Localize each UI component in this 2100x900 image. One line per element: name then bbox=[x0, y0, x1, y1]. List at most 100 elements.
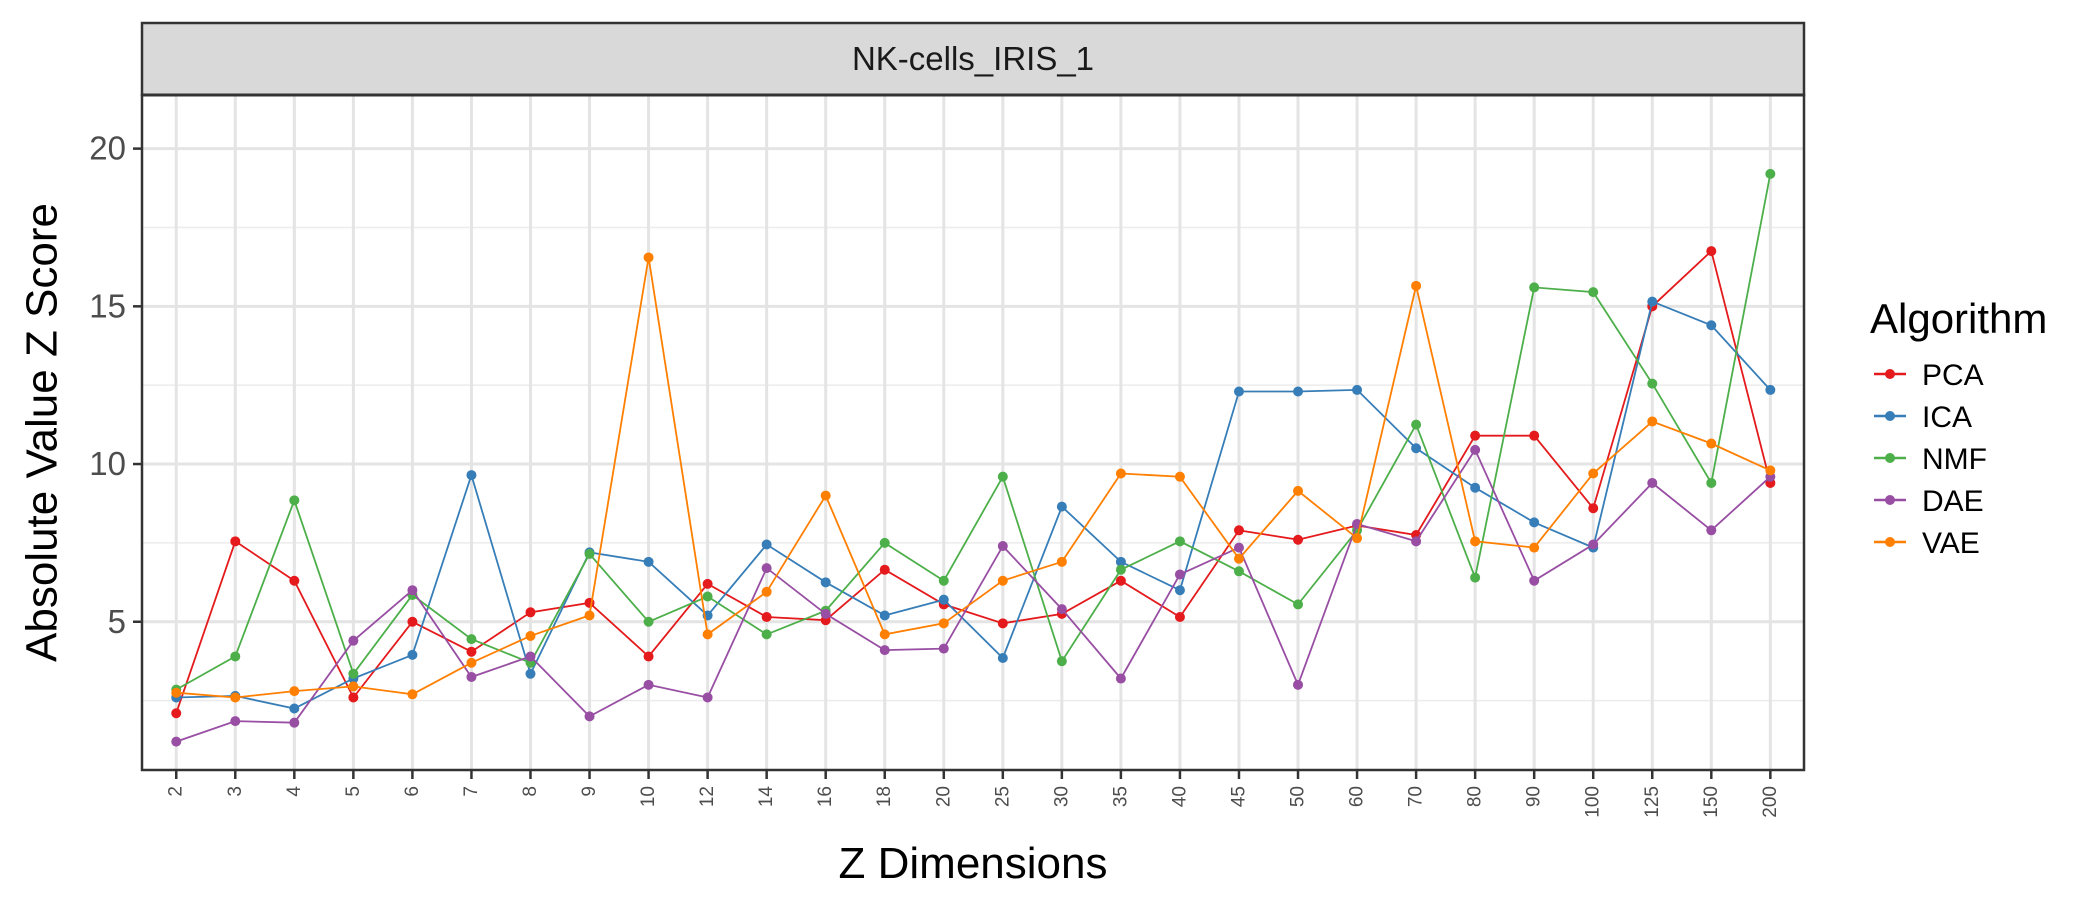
series-line-dae bbox=[175, 447, 1771, 743]
data-point-nmf bbox=[1174, 536, 1185, 547]
data-point-dae bbox=[938, 643, 949, 654]
data-point-ica bbox=[820, 577, 831, 588]
data-point-pca bbox=[466, 646, 477, 657]
data-point-vae bbox=[1470, 536, 1481, 547]
data-point-dae bbox=[289, 717, 300, 728]
data-point-ica bbox=[1529, 517, 1540, 528]
data-point-dae bbox=[230, 716, 241, 727]
data-point-ica bbox=[879, 610, 890, 621]
data-point-ica bbox=[1056, 501, 1067, 512]
x-tick-label: 20 bbox=[933, 786, 954, 807]
data-point-ica bbox=[1411, 443, 1422, 454]
legend-item-dae: DAE bbox=[1874, 485, 1984, 518]
x-tick-label: 25 bbox=[992, 786, 1013, 807]
x-tick-label: 4 bbox=[284, 786, 305, 797]
data-point-ica bbox=[1115, 556, 1126, 567]
legend-item-pca: PCA bbox=[1874, 359, 1984, 392]
y-tick-label: 5 bbox=[108, 603, 126, 640]
x-tick-label: 7 bbox=[461, 786, 482, 797]
data-point-ica bbox=[643, 556, 654, 567]
y-axis-ticks: 5 10 15 20 bbox=[89, 130, 142, 640]
data-point-vae bbox=[1115, 468, 1126, 479]
data-point-ica bbox=[1293, 386, 1304, 397]
data-point-dae bbox=[702, 692, 713, 703]
data-point-ica bbox=[1352, 384, 1363, 395]
x-axis-ticks: 2 3 4 5 6 7 8 9 10 12 14 16 18 20 25 30 35 40 45 50 60 70 80 90… bbox=[166, 770, 1781, 818]
data-point-vae bbox=[348, 681, 359, 692]
x-tick-label: 16 bbox=[815, 786, 836, 807]
data-point-pca bbox=[879, 564, 890, 575]
x-tick-label: 125 bbox=[1642, 786, 1663, 818]
x-tick-label: 150 bbox=[1701, 786, 1722, 818]
x-tick-label: 35 bbox=[1110, 786, 1131, 807]
data-point-nmf bbox=[1706, 477, 1717, 488]
legend-key-point bbox=[1885, 369, 1895, 379]
legend-label: PCA bbox=[1922, 359, 1984, 392]
legend-key-point bbox=[1885, 453, 1895, 463]
data-point-pca bbox=[761, 612, 772, 623]
data-point-pca bbox=[230, 536, 241, 547]
data-point-vae bbox=[879, 629, 890, 640]
x-tick-label: 200 bbox=[1760, 786, 1781, 818]
data-point-pca bbox=[1588, 503, 1599, 514]
data-point-nmf bbox=[938, 575, 949, 586]
data-point-nmf bbox=[1647, 378, 1658, 389]
data-point-dae bbox=[761, 563, 772, 574]
legend: Algorithm PCA ICA NMF DAE VAE bbox=[1870, 295, 2047, 560]
x-tick-label: 50 bbox=[1288, 786, 1309, 807]
data-point-dae bbox=[466, 671, 477, 682]
data-point-nmf bbox=[879, 537, 890, 548]
data-point-vae bbox=[1529, 542, 1540, 553]
y-tick-label: 10 bbox=[89, 445, 126, 482]
x-tick-label: 10 bbox=[638, 786, 659, 807]
data-point-nmf bbox=[466, 634, 477, 645]
series-ica bbox=[171, 296, 1776, 714]
data-point-nmf bbox=[997, 471, 1008, 482]
x-tick-label: 3 bbox=[225, 786, 246, 797]
x-tick-label: 14 bbox=[756, 786, 777, 808]
x-tick-label: 40 bbox=[1169, 786, 1190, 807]
data-point-pca bbox=[171, 708, 182, 719]
data-point-vae bbox=[407, 689, 418, 700]
legend-key-point bbox=[1885, 411, 1895, 421]
data-point-nmf bbox=[1588, 287, 1599, 298]
data-point-pca bbox=[1233, 525, 1244, 536]
data-point-dae bbox=[348, 635, 359, 646]
legend-label: ICA bbox=[1922, 401, 1972, 434]
data-point-ica bbox=[1765, 384, 1776, 395]
data-point-vae bbox=[230, 692, 241, 703]
data-point-pca bbox=[702, 578, 713, 589]
data-point-nmf bbox=[1470, 572, 1481, 583]
data-point-ica bbox=[1706, 320, 1717, 331]
data-point-nmf bbox=[1115, 564, 1126, 575]
data-point-nmf bbox=[702, 591, 713, 602]
data-point-ica bbox=[466, 470, 477, 481]
data-point-nmf bbox=[643, 616, 654, 627]
legend-label: VAE bbox=[1922, 527, 1980, 560]
data-point-dae bbox=[997, 541, 1008, 552]
data-point-ica bbox=[1233, 386, 1244, 397]
x-tick-label: 9 bbox=[579, 786, 600, 797]
data-point-dae bbox=[643, 679, 654, 690]
data-point-dae bbox=[584, 711, 595, 722]
data-point-nmf bbox=[289, 495, 300, 506]
data-point-ica bbox=[407, 649, 418, 660]
data-point-pca bbox=[348, 692, 359, 703]
x-tick-label: 70 bbox=[1406, 786, 1427, 807]
data-point-dae bbox=[820, 608, 831, 619]
data-point-dae bbox=[1174, 569, 1185, 580]
x-tick-label: 18 bbox=[874, 786, 895, 807]
data-point-dae bbox=[1411, 536, 1422, 547]
data-point-nmf bbox=[1233, 566, 1244, 577]
data-point-pca bbox=[1174, 612, 1185, 623]
data-point-vae bbox=[171, 687, 182, 698]
legend-item-nmf: NMF bbox=[1874, 443, 1987, 476]
series-nmf bbox=[171, 168, 1776, 695]
data-point-vae bbox=[938, 618, 949, 629]
data-point-nmf bbox=[1056, 656, 1067, 667]
data-point-pca bbox=[1529, 430, 1540, 441]
y-axis-title: Absolute Value Z Score bbox=[18, 203, 67, 662]
data-point-pca bbox=[1293, 534, 1304, 545]
data-point-nmf bbox=[1411, 419, 1422, 430]
data-point-vae bbox=[997, 575, 1008, 586]
